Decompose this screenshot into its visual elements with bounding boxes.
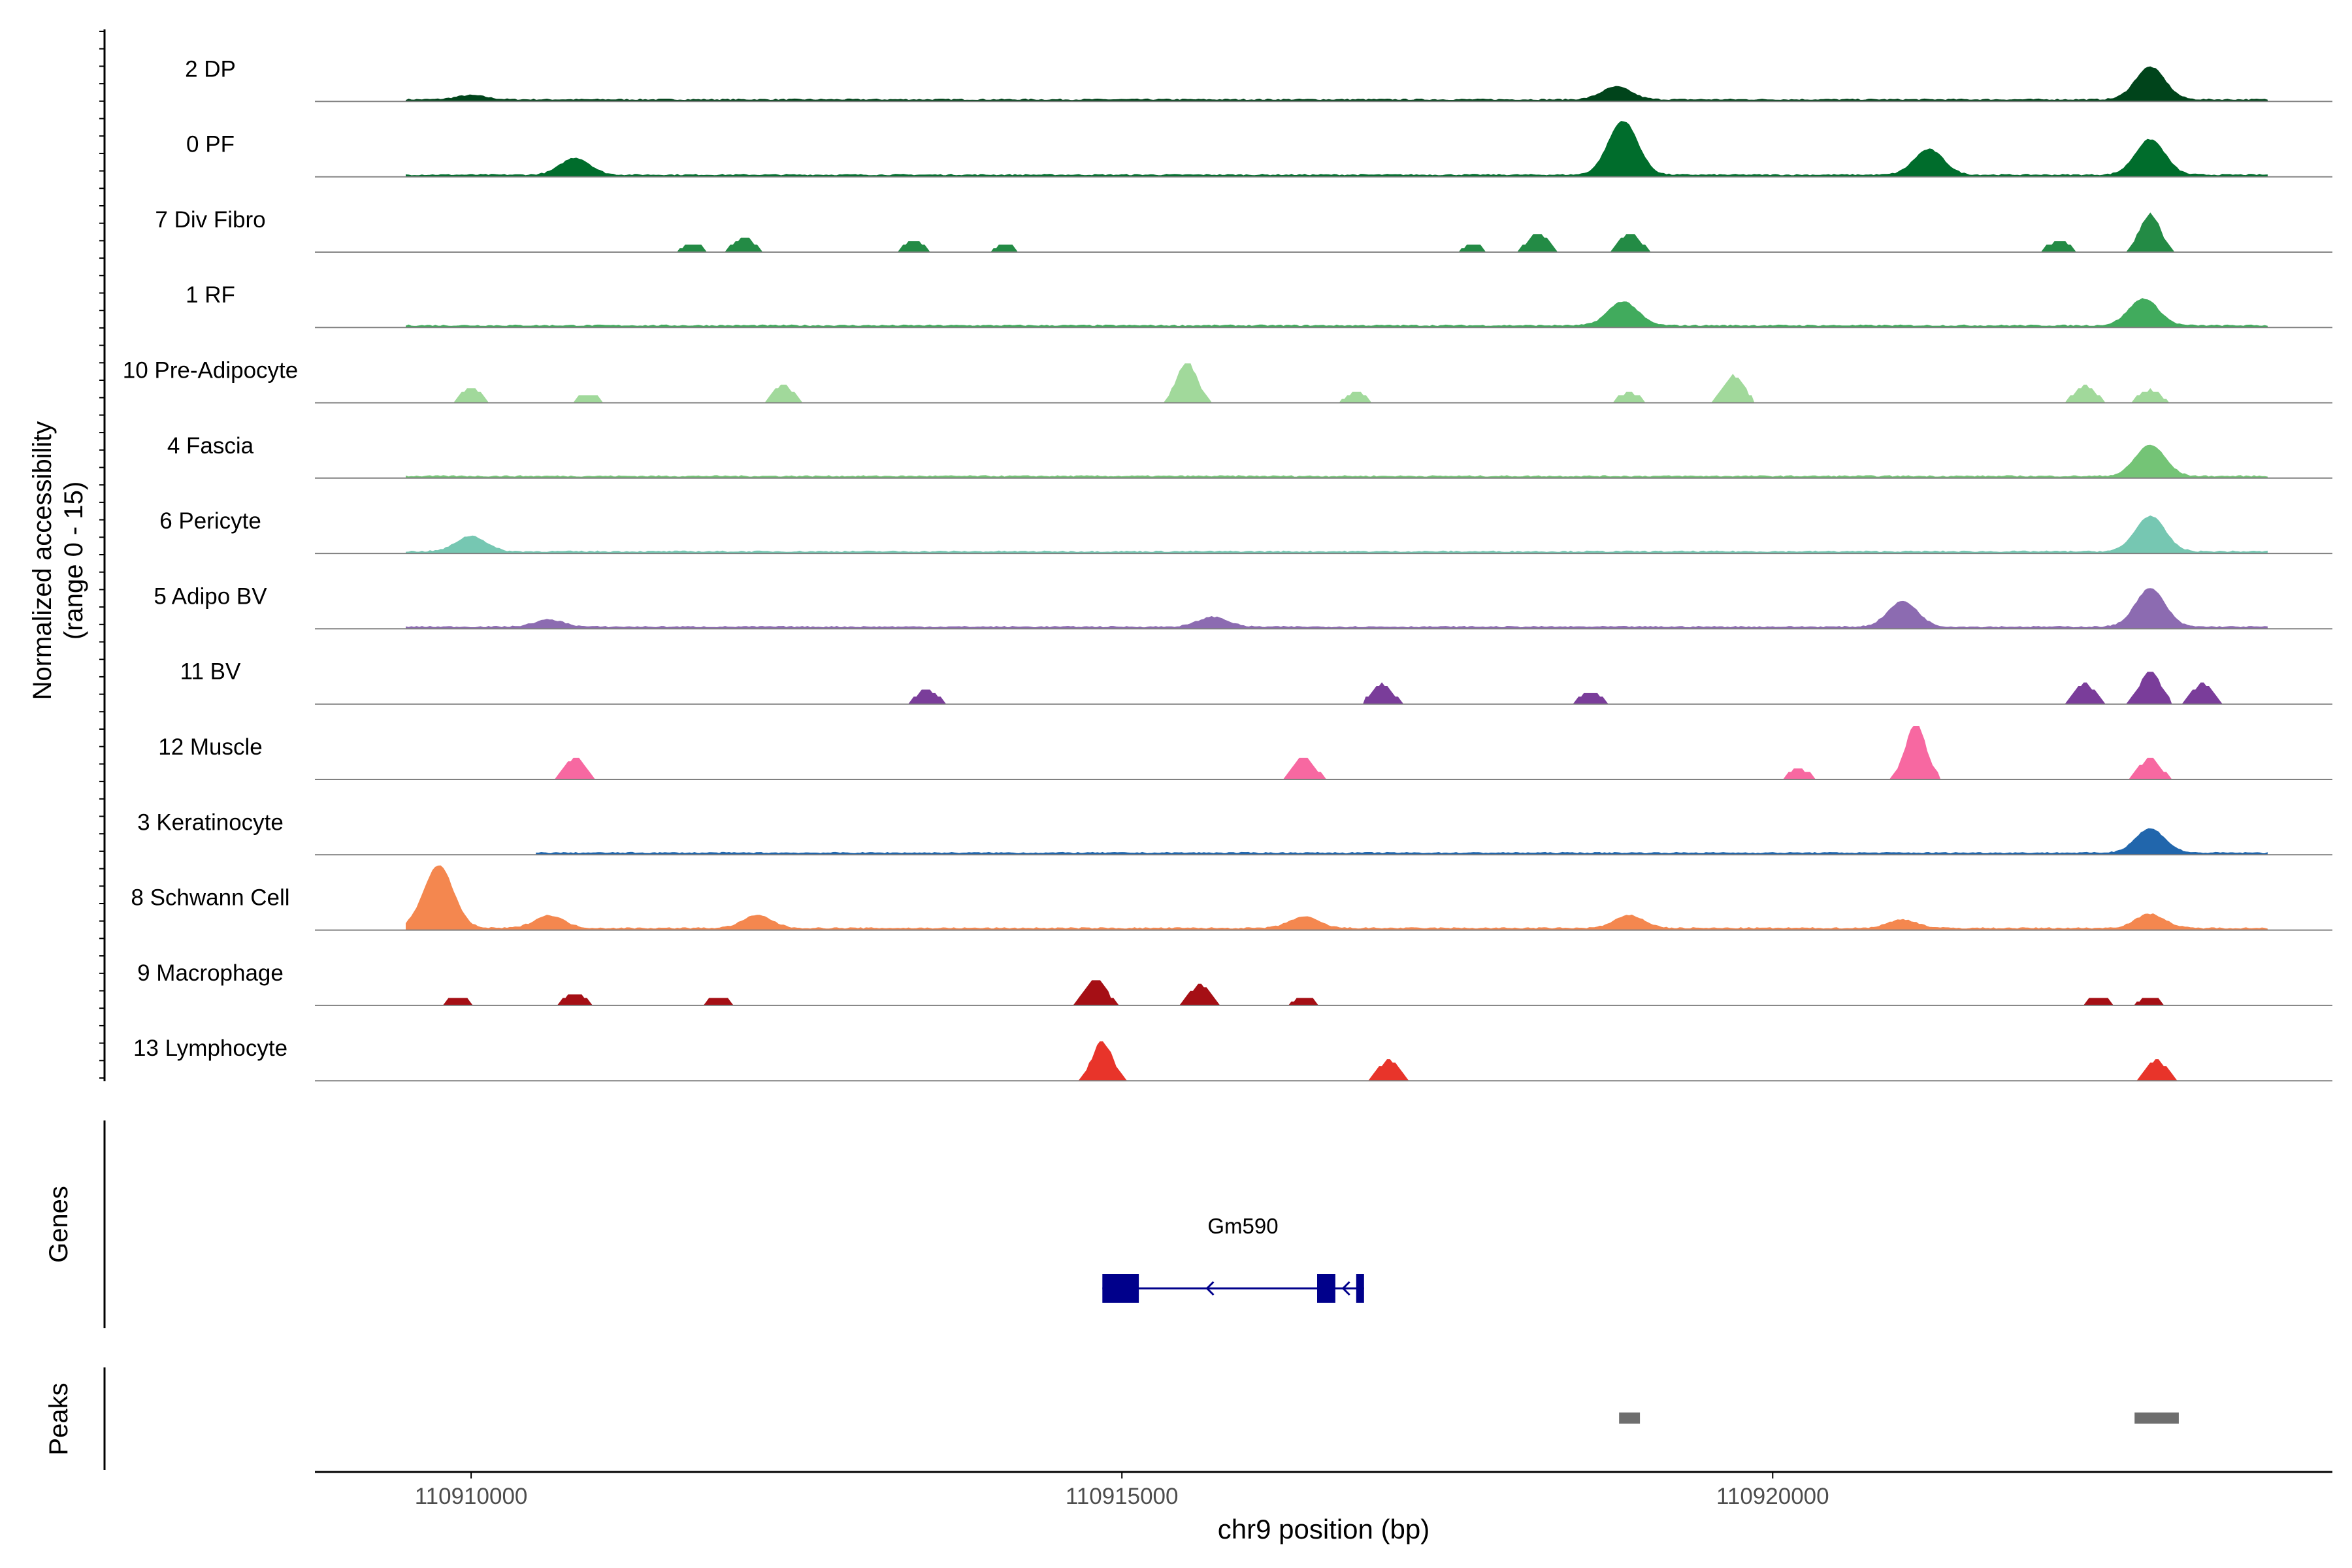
peak-region: [1619, 1413, 1641, 1424]
peak-region: [2134, 1413, 2179, 1424]
gene-exon: [1102, 1274, 1139, 1303]
coverage-area: [406, 444, 2268, 479]
gene-name-label: Gm590: [1207, 1214, 1278, 1238]
track-4-fascia: 4 Fascia: [167, 433, 2332, 479]
track-label: 8 Schwann Cell: [131, 885, 289, 911]
x-axis-label: chr9 position (bp): [1218, 1514, 1430, 1544]
track-6-pericyte: 6 Pericyte: [159, 508, 2332, 555]
track-2-dp: 2 DP: [185, 56, 2332, 103]
peaks-panel-label: Peaks: [44, 1382, 73, 1455]
coverage-area: [406, 298, 2268, 328]
y-axis-label-line2: (range 0 - 15): [59, 482, 88, 640]
strand-arrow: [1341, 1281, 1350, 1296]
x-tick-label: 110915000: [1066, 1484, 1179, 1509]
strand-arrow: [1205, 1281, 1215, 1296]
coverage-area: [406, 588, 2268, 629]
track-11-bv: 11 BV: [180, 659, 2332, 705]
track-label: 10 Pre-Adipocyte: [123, 358, 298, 384]
track-5-adipo-bv: 5 Adipo BV: [154, 583, 2332, 630]
track-12-muscle: 12 Muscle: [158, 726, 2332, 780]
coverage-area: [406, 66, 2268, 102]
y-axis-label-line1: Normalized accessibility: [28, 421, 57, 700]
track-label: 11 BV: [180, 659, 241, 685]
track-0-pf: 0 PF: [186, 121, 2332, 178]
track-13-lymphocyte: 13 Lymphocyte: [133, 1036, 2332, 1082]
coverage-area: [406, 726, 2268, 780]
x-axis-ticks: 110910000 110915000 110920000: [415, 1472, 1829, 1509]
peak-track: [1619, 1413, 2179, 1424]
coverage-area: [406, 980, 2268, 1006]
track-8-schwann-cell: 8 Schwann Cell: [131, 865, 2332, 931]
track-label: 2 DP: [185, 56, 236, 82]
track-label: 12 Muscle: [158, 734, 263, 760]
gene-exon: [1317, 1274, 1335, 1303]
track-10-pre-adipocyte: 10 Pre-Adipocyte: [123, 358, 2332, 404]
track-9-macrophage: 9 Macrophage: [137, 960, 2332, 1006]
coverage-area: [536, 828, 2268, 855]
track-label: 1 RF: [186, 282, 235, 308]
track-3-keratinocyte: 3 Keratinocyte: [137, 809, 2332, 856]
track-label: 6 Pericyte: [159, 508, 261, 534]
coverage-area: [406, 865, 2268, 931]
track-7-div-fibro: 7 Div Fibro: [155, 207, 2332, 253]
genes-panel-label: Genes: [44, 1186, 73, 1263]
track-label: 0 PF: [186, 132, 235, 157]
gene-track: Gm590: [1102, 1214, 1364, 1303]
track-label: 5 Adipo BV: [154, 583, 267, 609]
coverage-area: [406, 121, 2268, 178]
track-label: 4 Fascia: [167, 433, 254, 459]
track-label: 7 Div Fibro: [155, 207, 265, 233]
coverage-area: [406, 515, 2268, 554]
coverage-area: [406, 212, 2268, 253]
x-tick-label: 110910000: [415, 1484, 528, 1509]
gene-exon: [1356, 1274, 1364, 1303]
track-label: 13 Lymphocyte: [133, 1036, 287, 1061]
x-tick-label: 110920000: [1716, 1484, 1829, 1509]
coverage-area: [406, 1041, 2268, 1081]
track-label: 3 Keratinocyte: [137, 809, 284, 835]
track-label: 9 Macrophage: [137, 960, 284, 986]
coverage-area: [406, 672, 2268, 705]
track-1-rf: 1 RF: [186, 282, 2332, 329]
coverage-area: [406, 363, 2268, 403]
tracks-panel: 2 DP 0 PF 7 Div Fibro 1 RF 10 Pre-Adipocyte 4…: [123, 56, 2332, 1082]
